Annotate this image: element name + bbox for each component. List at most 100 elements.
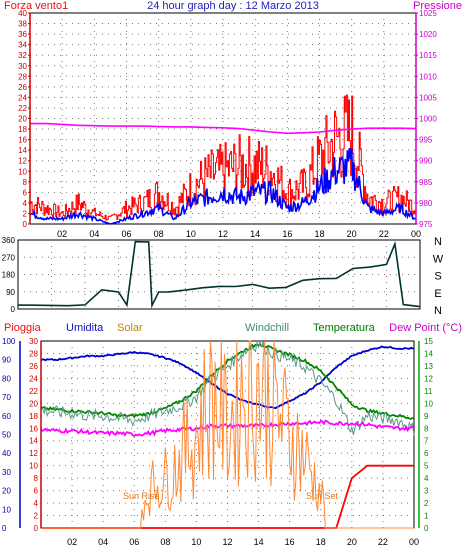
wind-tick-label: 20 [18, 115, 27, 124]
rain-tick-label: 0 [34, 524, 39, 533]
weather-time-tick-label: 16 [285, 537, 295, 547]
temp-tick-label: 4 [424, 474, 429, 483]
temp-tick-label: 9 [424, 412, 429, 421]
weather-time-tick-label: 10 [191, 537, 201, 547]
series-direction [17, 240, 421, 309]
wind-tick-label: 6 [23, 188, 28, 197]
compass-label: N [434, 236, 442, 248]
wind-tick-label: 22 [18, 104, 27, 113]
pressure-tick-label: 1005 [419, 93, 437, 102]
pressure-tick-label: 990 [419, 157, 433, 166]
wind-tick-label: 8 [23, 178, 28, 187]
rain-tick-label: 10 [29, 462, 38, 471]
temp-tick-label: 0 [424, 524, 429, 533]
temp-tick-label: 8 [424, 424, 429, 433]
wind-tick-label: 30 [18, 62, 27, 71]
weather-time-tick-label: 20 [347, 537, 357, 547]
temp-tick-label: 2 [424, 499, 429, 508]
humidity-tick-label: 20 [2, 487, 11, 496]
time-tick-label: 06 [121, 229, 131, 239]
time-tick-label: 00 [411, 229, 421, 239]
rain-tick-label: 12 [29, 449, 38, 458]
series-humidity [40, 345, 415, 410]
series-temperature [40, 343, 415, 420]
weather-time-tick-label: 00 [409, 537, 419, 547]
sunset-annotation: Sun Set [306, 491, 339, 501]
rain-tick-label: 18 [29, 412, 38, 421]
wind-pressure-series [29, 94, 417, 225]
pressure-tick-label: 975 [419, 220, 433, 229]
weather-time-tick-label: 14 [254, 537, 264, 547]
weather-time-tick-label: 02 [67, 537, 77, 547]
time-tick-label: 04 [89, 229, 99, 239]
humidity-tick-label: 40 [2, 449, 11, 458]
pressure-tick-label: 980 [419, 199, 433, 208]
legend-dewpoint: Dew Point (°C) [389, 322, 462, 334]
time-tick-label: 18 [314, 229, 324, 239]
pressure-tick-label: 1025 [419, 9, 437, 18]
wind-tick-label: 24 [18, 93, 27, 102]
wind-tick-label: 36 [18, 30, 27, 39]
rain-tick-label: 20 [29, 399, 38, 408]
pressure-tick-label: 985 [419, 178, 433, 187]
wind-tick-label: 4 [23, 199, 28, 208]
wind-tick-label: 0 [23, 220, 28, 229]
wind-direction-series [17, 240, 421, 309]
wind-direction-grid [18, 240, 420, 309]
temp-tick-label: 7 [424, 437, 429, 446]
compass-label: S [434, 271, 441, 283]
series-wind_avg [29, 147, 417, 225]
rain-tick-label: 2 [34, 512, 39, 521]
wind-pressure-axes: 0246810121416182022242628303234363840975… [18, 9, 437, 239]
chart-title: 24 hour graph day : 12 Marzo 2013 [147, 0, 319, 12]
time-tick-label: 14 [250, 229, 260, 239]
wind-tick-label: 34 [18, 41, 27, 50]
time-tick-label: 12 [218, 229, 228, 239]
wind-tick-label: 38 [18, 20, 27, 29]
direction-tick-label: 0 [11, 305, 16, 314]
weather-time-tick-label: 08 [160, 537, 170, 547]
time-tick-label: 10 [186, 229, 196, 239]
time-tick-label: 22 [379, 229, 389, 239]
rain-tick-label: 14 [29, 437, 38, 446]
rain-tick-label: 16 [29, 424, 38, 433]
weather-time-tick-label: 04 [98, 537, 108, 547]
rain-tick-label: 28 [29, 349, 38, 358]
pressure-tick-label: 1000 [419, 115, 437, 124]
series-solar [41, 340, 414, 529]
temp-tick-label: 13 [424, 362, 433, 371]
humidity-tick-label: 60 [2, 412, 11, 421]
temp-tick-label: 1 [424, 512, 429, 521]
humidity-tick-label: 80 [2, 374, 11, 383]
humidity-tick-label: 10 [2, 505, 11, 514]
direction-tick-label: 180 [2, 271, 16, 280]
humidity-tick-label: 0 [2, 524, 7, 533]
rain-tick-label: 22 [29, 387, 38, 396]
time-tick-label: 16 [282, 229, 292, 239]
wind-tick-label: 32 [18, 51, 27, 60]
temp-tick-label: 11 [424, 387, 433, 396]
humidity-tick-label: 70 [2, 393, 11, 402]
compass-label: E [434, 288, 441, 300]
compass-label: N [434, 305, 442, 317]
wind-tick-label: 40 [18, 9, 27, 18]
weather-time-tick-label: 06 [129, 537, 139, 547]
weather-time-tick-label: 18 [316, 537, 326, 547]
rain-tick-label: 24 [29, 374, 38, 383]
rain-tick-label: 26 [29, 362, 38, 371]
legend-pioggia: Pioggia [4, 322, 42, 334]
weather-time-tick-label: 22 [378, 537, 388, 547]
wind-tick-label: 2 [23, 209, 28, 218]
legend-temperatura: Temperatura [313, 322, 376, 334]
direction-tick-label: 90 [6, 288, 15, 297]
compass-label: W [433, 253, 444, 265]
time-tick-label: 20 [347, 229, 357, 239]
direction-tick-label: 360 [2, 236, 16, 245]
series-windchill [40, 340, 415, 436]
rain-tick-label: 30 [29, 337, 38, 346]
legend-umidita: Umidita [66, 322, 104, 334]
wind-tick-label: 28 [18, 72, 27, 81]
